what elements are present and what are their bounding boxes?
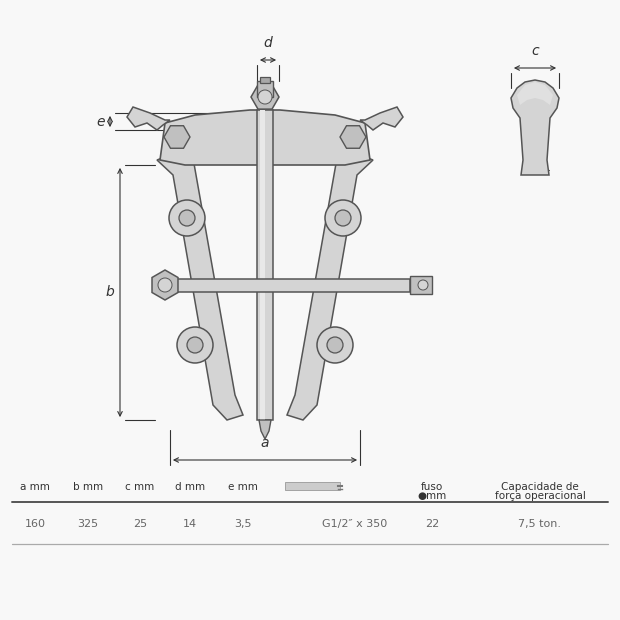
Polygon shape (157, 155, 243, 420)
Text: b mm: b mm (73, 482, 103, 492)
Circle shape (335, 210, 351, 226)
Circle shape (177, 327, 213, 363)
Polygon shape (259, 420, 271, 439)
Polygon shape (511, 80, 559, 175)
Bar (285, 482, 340, 490)
Polygon shape (164, 126, 190, 148)
Polygon shape (127, 107, 170, 130)
Text: c mm: c mm (125, 482, 154, 492)
Polygon shape (160, 110, 370, 165)
Polygon shape (251, 85, 279, 109)
Circle shape (418, 280, 428, 290)
Bar (410, 276, 432, 294)
Text: 160: 160 (25, 519, 45, 529)
Polygon shape (287, 155, 373, 420)
Polygon shape (360, 107, 403, 130)
Text: 22: 22 (425, 519, 439, 529)
Circle shape (179, 210, 195, 226)
Bar (260, 77, 270, 83)
Text: d: d (264, 36, 272, 50)
Text: 7,5 ton.: 7,5 ton. (518, 519, 562, 529)
Circle shape (327, 337, 343, 353)
Text: c: c (531, 44, 539, 58)
Circle shape (258, 90, 272, 104)
Circle shape (187, 337, 203, 353)
Text: a mm: a mm (20, 482, 50, 492)
Text: 14: 14 (183, 519, 197, 529)
Text: G1/2″ x 350: G1/2″ x 350 (322, 519, 388, 529)
Polygon shape (340, 126, 366, 148)
Bar (177, 278, 410, 291)
Text: 325: 325 (78, 519, 99, 529)
Text: ●mm: ●mm (417, 491, 446, 501)
Text: 3,5: 3,5 (234, 519, 252, 529)
Text: Capacidade de: Capacidade de (501, 482, 579, 492)
Circle shape (158, 278, 172, 292)
Text: 25: 25 (133, 519, 147, 529)
Circle shape (169, 200, 205, 236)
Bar (260, 110, 265, 420)
Text: d mm: d mm (175, 482, 205, 492)
Text: b: b (105, 285, 114, 299)
Text: e mm: e mm (228, 482, 258, 492)
Circle shape (325, 200, 361, 236)
Polygon shape (517, 82, 553, 105)
Bar (257, 81, 273, 97)
Text: a: a (261, 436, 269, 450)
Bar (257, 110, 273, 420)
Text: e: e (97, 115, 105, 128)
Polygon shape (152, 270, 178, 300)
Circle shape (317, 327, 353, 363)
Text: fuso: fuso (421, 482, 443, 492)
Text: força operacional: força operacional (495, 491, 585, 501)
